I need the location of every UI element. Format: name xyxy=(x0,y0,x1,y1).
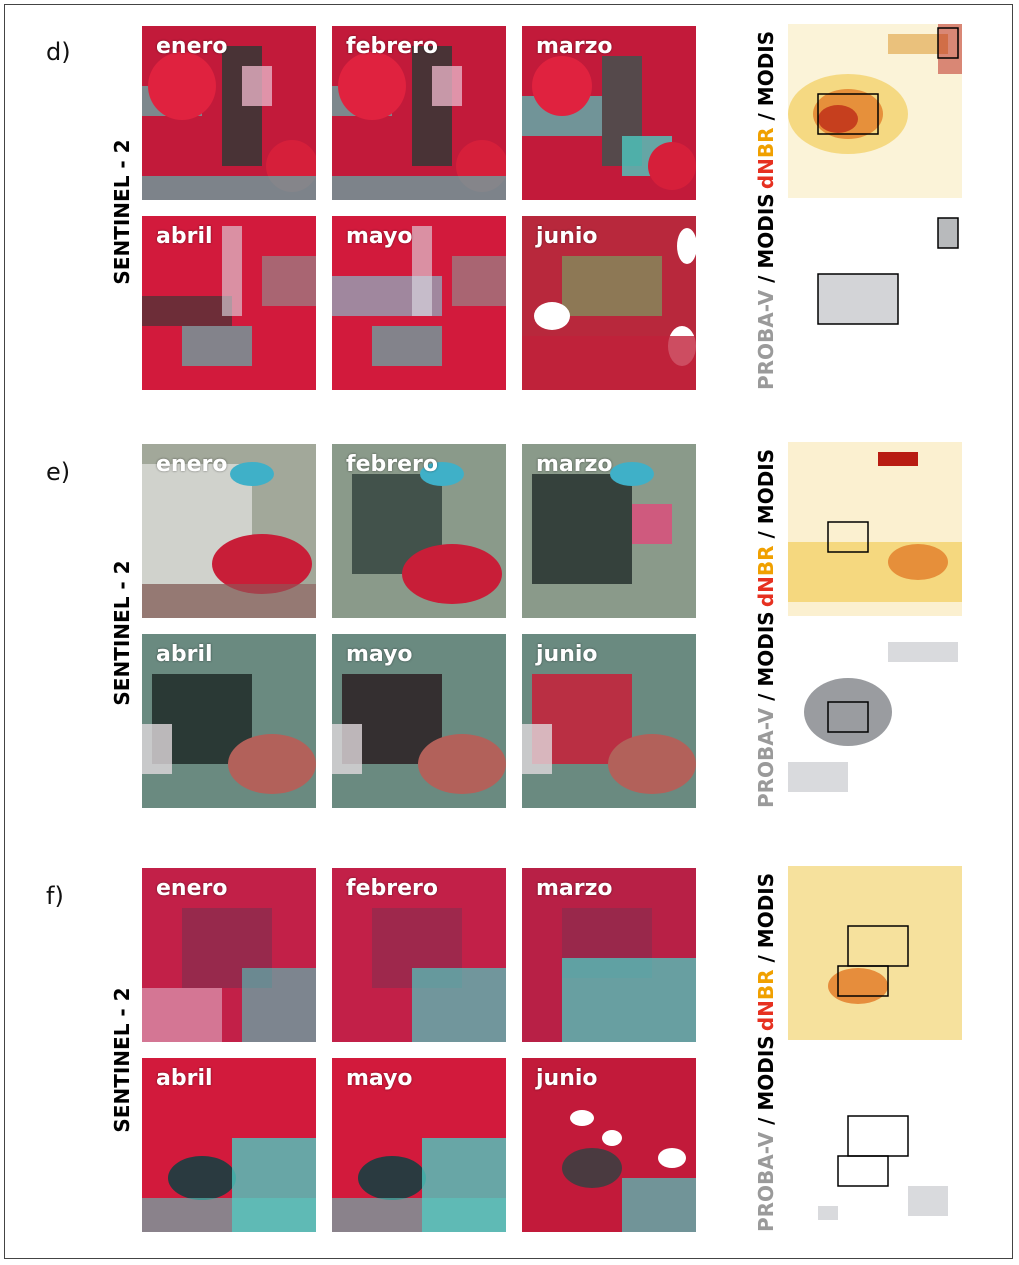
month-label: febrero xyxy=(346,452,438,477)
month-label: marzo xyxy=(536,452,613,477)
sentinel-label: SENTINEL - 2 xyxy=(110,987,134,1133)
satellite-tile: mayo xyxy=(332,634,506,808)
satellite-tile: junio xyxy=(522,1058,696,1232)
panel-d: d) SENTINEL - 2 enero febrero xyxy=(0,0,1019,420)
proba-map xyxy=(788,214,962,388)
month-label: enero xyxy=(156,34,228,59)
satellite-tile: enero xyxy=(142,26,316,200)
month-label: junio xyxy=(536,642,598,667)
month-label: mayo xyxy=(346,642,413,667)
month-label: febrero xyxy=(346,34,438,59)
satellite-tile: febrero xyxy=(332,26,506,200)
sentinel-label: SENTINEL - 2 xyxy=(110,560,134,706)
proba-modis-label: PROBA-V / MODIS xyxy=(754,1035,778,1232)
proba-map xyxy=(788,1056,962,1230)
panel-label: d) xyxy=(46,38,71,66)
month-label: marzo xyxy=(536,34,613,59)
satellite-tile: junio xyxy=(522,216,696,390)
satellite-tile: marzo xyxy=(522,26,696,200)
proba-map xyxy=(788,632,962,806)
month-label: enero xyxy=(156,876,228,901)
satellite-tile: abril xyxy=(142,216,316,390)
satellite-tile: mayo xyxy=(332,1058,506,1232)
dnbr-modis-label: dNBR / MODIS xyxy=(754,30,778,190)
month-label: junio xyxy=(536,224,598,249)
satellite-tile: febrero xyxy=(332,868,506,1042)
month-label: junio xyxy=(536,1066,598,1091)
month-label: mayo xyxy=(346,224,413,249)
satellite-tile: abril xyxy=(142,634,316,808)
dnbr-map xyxy=(788,24,962,198)
satellite-tile: marzo xyxy=(522,444,696,618)
panel-label: f) xyxy=(46,882,64,910)
proba-modis-label: PROBA-V / MODIS xyxy=(754,611,778,808)
month-label: febrero xyxy=(346,876,438,901)
month-label: abril xyxy=(156,224,213,249)
month-label: enero xyxy=(156,452,228,477)
month-label: mayo xyxy=(346,1066,413,1091)
month-label: abril xyxy=(156,642,213,667)
month-label: marzo xyxy=(536,876,613,901)
panel-e: e) SENTINEL - 2 enero febrero marzo xyxy=(0,418,1019,838)
satellite-tile: mayo xyxy=(332,216,506,390)
satellite-tile: febrero xyxy=(332,444,506,618)
satellite-tile: enero xyxy=(142,868,316,1042)
figure-frame xyxy=(4,4,1013,1259)
panel-f: f) SENTINEL - 2 enero febrero marzo abri… xyxy=(0,842,1019,1262)
satellite-tile: abril xyxy=(142,1058,316,1232)
panel-label: e) xyxy=(46,458,71,486)
sentinel-label: SENTINEL - 2 xyxy=(110,139,134,285)
dnbr-modis-label: dNBR / MODIS xyxy=(754,872,778,1032)
satellite-tile: marzo xyxy=(522,868,696,1042)
satellite-tile: enero xyxy=(142,444,316,618)
dnbr-map xyxy=(788,866,962,1040)
dnbr-modis-label: dNBR / MODIS xyxy=(754,448,778,608)
dnbr-map xyxy=(788,442,962,616)
satellite-tile: junio xyxy=(522,634,696,808)
proba-modis-label: PROBA-V / MODIS xyxy=(754,193,778,390)
month-label: abril xyxy=(156,1066,213,1091)
